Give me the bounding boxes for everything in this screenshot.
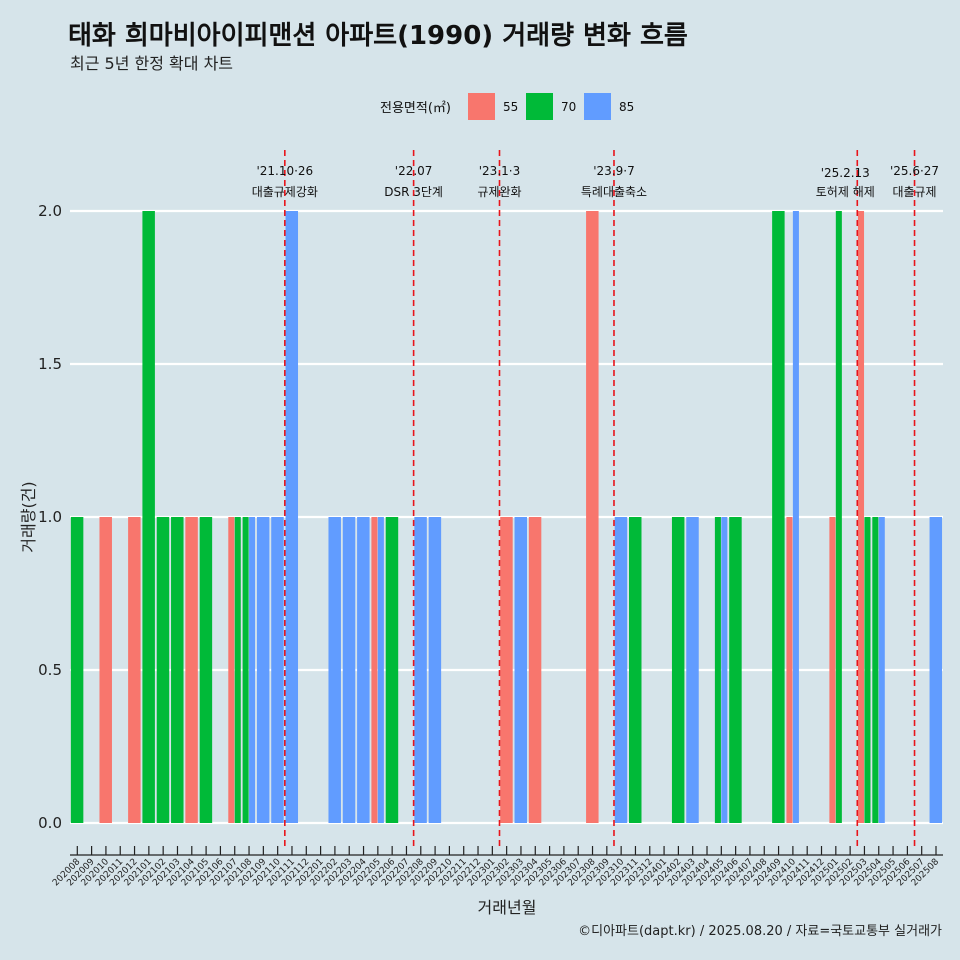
annotation-label-202502: 토허제 해제 [816, 185, 875, 199]
bar-202308-55 [586, 211, 599, 823]
bar-202410-55 [786, 517, 793, 823]
bar-202204-85 [357, 517, 370, 823]
bar-202105-70 [199, 517, 213, 823]
caption: ©디아파트(dapt.kr) / 2025.08.20 / 자료=국토교통부 실… [578, 924, 942, 939]
bar-202402-70 [671, 517, 685, 823]
annotation-label-202301: 규제완화 [477, 185, 521, 199]
legend-label-85: 85 [619, 100, 634, 114]
annotation-date-202110: '21.10·26 [256, 164, 313, 178]
bar-202108-85 [249, 517, 256, 823]
bar-202102-70 [156, 517, 170, 823]
bar-202504-70 [872, 517, 879, 823]
bar-202311-70 [629, 517, 642, 823]
annotation-date-202502: '25.2.13 [821, 166, 870, 180]
annotation-date-202309: '23.9·7 [593, 164, 634, 178]
legend-label-55: 55 [503, 100, 518, 114]
bar-202406-70 [729, 517, 742, 823]
bar-202012-55 [128, 517, 141, 823]
legend-swatch-55 [468, 93, 495, 120]
bar-202101-70 [142, 211, 155, 823]
bar-202108-70 [242, 517, 249, 823]
bar-202501-55 [829, 517, 836, 823]
annotation-lines [284, 150, 916, 846]
annotation-date-202506: '25.6·27 [890, 164, 939, 178]
legend-title: 전용면적(㎡) [380, 101, 451, 116]
chart-title: 태화 희마비아이피맨션 아파트(1990) 거래량 변화 흐름 [68, 21, 688, 51]
bar-202206-70 [385, 517, 399, 823]
bar-202104-55 [185, 517, 198, 823]
y-tick-2.0: 2.0 [38, 202, 62, 220]
bar-202405-85 [721, 517, 728, 823]
bar-202503-70 [864, 517, 871, 823]
bar-202107-70 [234, 517, 241, 823]
x-axis-label: 거래년월 [478, 898, 537, 917]
bar-202409-70 [772, 211, 785, 823]
bar-202205-55 [371, 517, 378, 823]
y-tick-0.0: 0.0 [38, 814, 62, 832]
bar-202208-85 [414, 517, 427, 823]
y-tick-0.5: 0.5 [38, 661, 62, 679]
legend: 전용면적(㎡) 55 70 85 [380, 93, 634, 120]
bar-202209-85 [428, 517, 442, 823]
bar-202302-55 [500, 517, 513, 823]
bar-202110-85 [271, 517, 284, 823]
annotation-date-202207: '22.07 [395, 164, 433, 178]
bar-202503-55 [858, 211, 865, 823]
y-tick-1.5: 1.5 [38, 355, 62, 373]
bar-202304-55 [528, 517, 542, 823]
bar-202405-70 [714, 517, 721, 823]
bar-202501-70 [835, 211, 842, 823]
y-axis: 0.0 0.5 1.0 1.5 2.0 [38, 202, 62, 832]
legend-label-70: 70 [561, 100, 576, 114]
annotation-date-202301: '23.1·3 [479, 164, 520, 178]
bar-202103-70 [171, 517, 184, 823]
bar-202508-85 [929, 517, 943, 823]
bar-202203-85 [342, 517, 356, 823]
bar-202504-85 [878, 517, 885, 823]
annotations: '21.10·26 대출규제강화 '22.07 DSR 3단계 '23.1·3 규제완화 '… [252, 164, 939, 199]
y-axis-label: 거래량(건) [19, 481, 38, 552]
chart-subtitle: 최근 5년 한정 확대 차트 [70, 54, 233, 73]
annotation-label-202506: 대출규제 [892, 185, 936, 199]
bar-202202-85 [328, 517, 341, 823]
bars [70, 211, 943, 823]
bar-202109-85 [256, 517, 270, 823]
bar-202010-55 [99, 517, 112, 823]
x-axis: 2020082020092020102020112020122021012021… [51, 846, 943, 888]
bar-202205-85 [377, 517, 384, 823]
bar-202303-85 [514, 517, 528, 823]
bar-202403-85 [686, 517, 699, 823]
bar-202410-85 [792, 211, 799, 823]
annotation-label-202207: DSR 3단계 [384, 185, 443, 199]
bar-202107-55 [228, 517, 235, 823]
bar-202310-85 [614, 517, 628, 823]
legend-swatch-85 [584, 93, 611, 120]
legend-swatch-70 [526, 93, 553, 120]
y-tick-1.0: 1.0 [38, 508, 62, 526]
annotation-label-202110: 대출규제강화 [252, 185, 318, 199]
bar-202111-85 [285, 211, 299, 823]
bar-202008-70 [70, 517, 84, 823]
annotation-label-202309: 특례대출축소 [581, 185, 647, 199]
